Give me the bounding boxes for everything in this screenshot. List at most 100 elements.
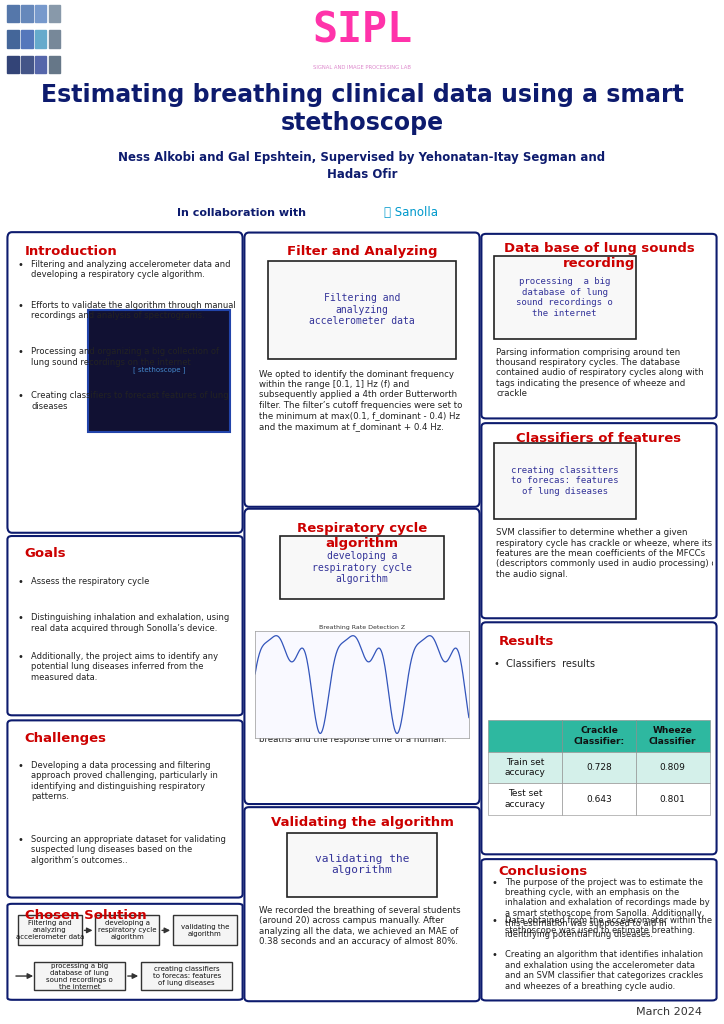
Bar bbox=[7, 31, 19, 48]
Text: Conclusions: Conclusions bbox=[499, 865, 588, 879]
Text: •: • bbox=[17, 347, 24, 357]
Text: Goals: Goals bbox=[25, 547, 66, 560]
FancyBboxPatch shape bbox=[481, 859, 717, 1000]
FancyBboxPatch shape bbox=[7, 536, 243, 716]
Text: Processing and organizing a big collection of
lung sound recordings on the inter: Processing and organizing a big collecti… bbox=[31, 347, 219, 367]
Text: Data base of lung sounds
recording: Data base of lung sounds recording bbox=[504, 242, 694, 270]
Text: Filtering and
analyzing
accelerometer data: Filtering and analyzing accelerometer da… bbox=[309, 293, 415, 327]
Text: developing a
respiratory cycle
algorithm: developing a respiratory cycle algorithm bbox=[312, 551, 412, 584]
Text: SIGNAL AND IMAGE PROCESSING LAB: SIGNAL AND IMAGE PROCESSING LAB bbox=[313, 66, 411, 71]
Text: March 2024: March 2024 bbox=[636, 1007, 702, 1017]
FancyBboxPatch shape bbox=[494, 256, 636, 339]
FancyBboxPatch shape bbox=[245, 807, 479, 1001]
FancyBboxPatch shape bbox=[279, 536, 445, 599]
Bar bbox=[7, 5, 19, 23]
Text: SIPL: SIPL bbox=[312, 9, 412, 51]
Text: Parsing information comprising around ten
thousand respiratory cycles. The datab: Parsing information comprising around te… bbox=[496, 348, 704, 398]
FancyBboxPatch shape bbox=[481, 623, 717, 854]
Text: SVM classifier to determine whether a given
respiratory cycle has crackle or whe: SVM classifier to determine whether a gi… bbox=[496, 528, 720, 579]
FancyBboxPatch shape bbox=[7, 720, 243, 898]
Text: Additionally, the project aims to identify any
potential lung diseases inferred : Additionally, the project aims to identi… bbox=[31, 651, 219, 682]
Bar bbox=[7, 56, 19, 74]
Text: Filtering and analyzing accelerometer data and
developing a respiratory cycle al: Filtering and analyzing accelerometer da… bbox=[31, 260, 231, 280]
Text: •  Classifiers  results: • Classifiers results bbox=[494, 659, 595, 670]
Text: •: • bbox=[17, 391, 24, 401]
Bar bbox=[49, 5, 60, 23]
Text: Respiratory cycle
algorithm: Respiratory cycle algorithm bbox=[297, 521, 427, 550]
Text: We opted to identify the dominant frequency
within the range [0.1, 1] Hz (f) and: We opted to identify the dominant freque… bbox=[259, 370, 463, 431]
Text: Chosen Solution: Chosen Solution bbox=[25, 909, 146, 922]
Text: processing a big
database of lung
sound recordings o
the internet: processing a big database of lung sound … bbox=[46, 963, 113, 989]
Text: •: • bbox=[492, 950, 497, 961]
FancyBboxPatch shape bbox=[245, 509, 479, 804]
Text: Examining the amplitude of the Z-axis of the
accelerometer data and searched for: Examining the amplitude of the Z-axis of… bbox=[259, 693, 468, 744]
Text: creating classitters
to forecas: features
of lung diseases: creating classitters to forecas: feature… bbox=[511, 466, 618, 496]
Text: Estimating breathing clinical data using a smart
stethoscope: Estimating breathing clinical data using… bbox=[41, 83, 683, 135]
Text: •: • bbox=[17, 761, 24, 771]
FancyBboxPatch shape bbox=[7, 904, 243, 999]
Text: In collaboration with: In collaboration with bbox=[177, 208, 306, 218]
FancyBboxPatch shape bbox=[17, 915, 82, 945]
FancyBboxPatch shape bbox=[287, 833, 437, 897]
Text: Efforts to validate the algorithm through manual
recordings and analysis of spec: Efforts to validate the algorithm throug… bbox=[31, 301, 236, 321]
Text: [ stethoscope ]: [ stethoscope ] bbox=[133, 366, 185, 373]
Text: •: • bbox=[492, 878, 497, 888]
Text: ELECTRICAL & COMPUTER: ELECTRICAL & COMPUTER bbox=[62, 34, 203, 44]
Text: Challenges: Challenges bbox=[25, 731, 106, 744]
Text: of Technology: of Technology bbox=[652, 60, 710, 70]
Text: Israel Institute: Israel Institute bbox=[649, 40, 710, 49]
Text: Filter and Analyzing: Filter and Analyzing bbox=[287, 245, 437, 257]
Bar bbox=[21, 5, 33, 23]
Bar bbox=[21, 56, 33, 74]
Text: Validating the algorithm: Validating the algorithm bbox=[271, 816, 453, 828]
Text: Filtering and
analyzing
accelerometer data: Filtering and analyzing accelerometer da… bbox=[15, 921, 84, 940]
Bar bbox=[21, 31, 33, 48]
Text: •: • bbox=[17, 651, 24, 662]
FancyBboxPatch shape bbox=[481, 233, 717, 419]
Text: We recorded the breathing of several students
(around 20) across campus manually: We recorded the breathing of several stu… bbox=[259, 906, 461, 946]
Text: The Andrew and Erna Viterbi Faculty of: The Andrew and Erna Viterbi Faculty of bbox=[62, 12, 176, 17]
Text: Ⓢ Sanolla: Ⓢ Sanolla bbox=[384, 207, 437, 219]
FancyBboxPatch shape bbox=[88, 309, 230, 432]
Text: Introduction: Introduction bbox=[25, 246, 117, 258]
FancyBboxPatch shape bbox=[96, 915, 159, 945]
Text: Creating classifiers to forecast features of lung
diseases: Creating classifiers to forecast feature… bbox=[31, 391, 229, 411]
Text: The purpose of the project was to estimate the
breathing cycle, with an emphasis: The purpose of the project was to estima… bbox=[505, 878, 710, 939]
Text: Results: Results bbox=[499, 635, 554, 647]
FancyBboxPatch shape bbox=[173, 915, 237, 945]
Text: •: • bbox=[492, 916, 497, 926]
Text: Assess the respiratory cycle: Assess the respiratory cycle bbox=[31, 577, 150, 586]
Text: creating classifiers
to forecas: features
of lung diseases: creating classifiers to forecas: feature… bbox=[153, 966, 221, 986]
Text: validating the
algorithm: validating the algorithm bbox=[181, 924, 229, 937]
Text: validating the
algorithm: validating the algorithm bbox=[315, 854, 409, 876]
Text: Creating an algorithm that identifies inhalation
and exhalation using the accele: Creating an algorithm that identifies in… bbox=[505, 950, 704, 990]
FancyBboxPatch shape bbox=[494, 443, 636, 519]
FancyBboxPatch shape bbox=[269, 260, 455, 359]
Text: •: • bbox=[17, 613, 24, 624]
Title: Breathing Rate Detection Z: Breathing Rate Detection Z bbox=[319, 625, 405, 630]
FancyBboxPatch shape bbox=[34, 963, 125, 990]
Text: Data obtained from the accelerometer within the
stethoscope was used to estimate: Data obtained from the accelerometer wit… bbox=[505, 916, 712, 936]
Text: Sourcing an appropriate dataset for validating
suspected lung diseases based on : Sourcing an appropriate dataset for vali… bbox=[31, 835, 227, 864]
Text: ENGINEERING: ENGINEERING bbox=[62, 58, 136, 69]
Text: TECHNION: TECHNION bbox=[641, 14, 710, 28]
Text: •: • bbox=[17, 835, 24, 845]
FancyBboxPatch shape bbox=[245, 232, 479, 507]
Text: Developing a data processing and filtering
approach proved challenging, particul: Developing a data processing and filteri… bbox=[31, 761, 218, 801]
Text: •: • bbox=[17, 577, 24, 587]
Text: Ness Alkobi and Gal Epshtein, Supervised by Yehonatan-Itay Segman and
Hadas Ofir: Ness Alkobi and Gal Epshtein, Supervised… bbox=[119, 151, 605, 180]
Bar bbox=[35, 5, 46, 23]
Bar bbox=[35, 56, 46, 74]
Text: Distinguishing inhalation and exhalation, using
real data acquired through Sonol: Distinguishing inhalation and exhalation… bbox=[31, 613, 230, 633]
FancyBboxPatch shape bbox=[141, 963, 232, 990]
Bar bbox=[49, 31, 60, 48]
Text: processing  a big
database of lung
sound recordings o
the internet: processing a big database of lung sound … bbox=[516, 278, 613, 317]
FancyBboxPatch shape bbox=[481, 423, 717, 618]
Text: •: • bbox=[17, 260, 24, 270]
Text: •: • bbox=[17, 301, 24, 310]
Bar bbox=[49, 56, 60, 74]
Text: Classifiers of features: Classifiers of features bbox=[516, 432, 681, 444]
Bar bbox=[35, 31, 46, 48]
FancyBboxPatch shape bbox=[7, 232, 243, 532]
Text: developing a
respiratory cycle
algorithm: developing a respiratory cycle algorithm bbox=[98, 921, 156, 940]
